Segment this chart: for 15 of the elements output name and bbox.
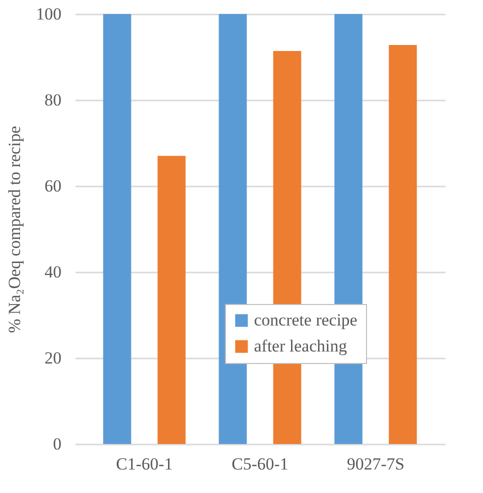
legend-label: concrete recipe <box>254 310 358 330</box>
y-tick-label: 100 <box>36 4 62 24</box>
legend-label: after leaching <box>254 336 348 356</box>
y-axis-title: % Na₂Oeq compared to recipe <box>5 126 24 333</box>
x-tick-label: C1-60-1 <box>116 454 173 474</box>
bar <box>388 44 417 444</box>
bar <box>103 14 132 444</box>
x-tick-label: C5-60-1 <box>232 454 288 474</box>
bar <box>158 156 186 444</box>
y-tick-label: 80 <box>44 90 62 110</box>
y-tick-label: 60 <box>44 176 62 196</box>
y-tick-label: 20 <box>44 348 62 368</box>
x-tick-label: 9027-7S <box>346 454 404 474</box>
y-tick-label: 40 <box>44 262 62 282</box>
y-tick-label: 0 <box>53 434 62 454</box>
